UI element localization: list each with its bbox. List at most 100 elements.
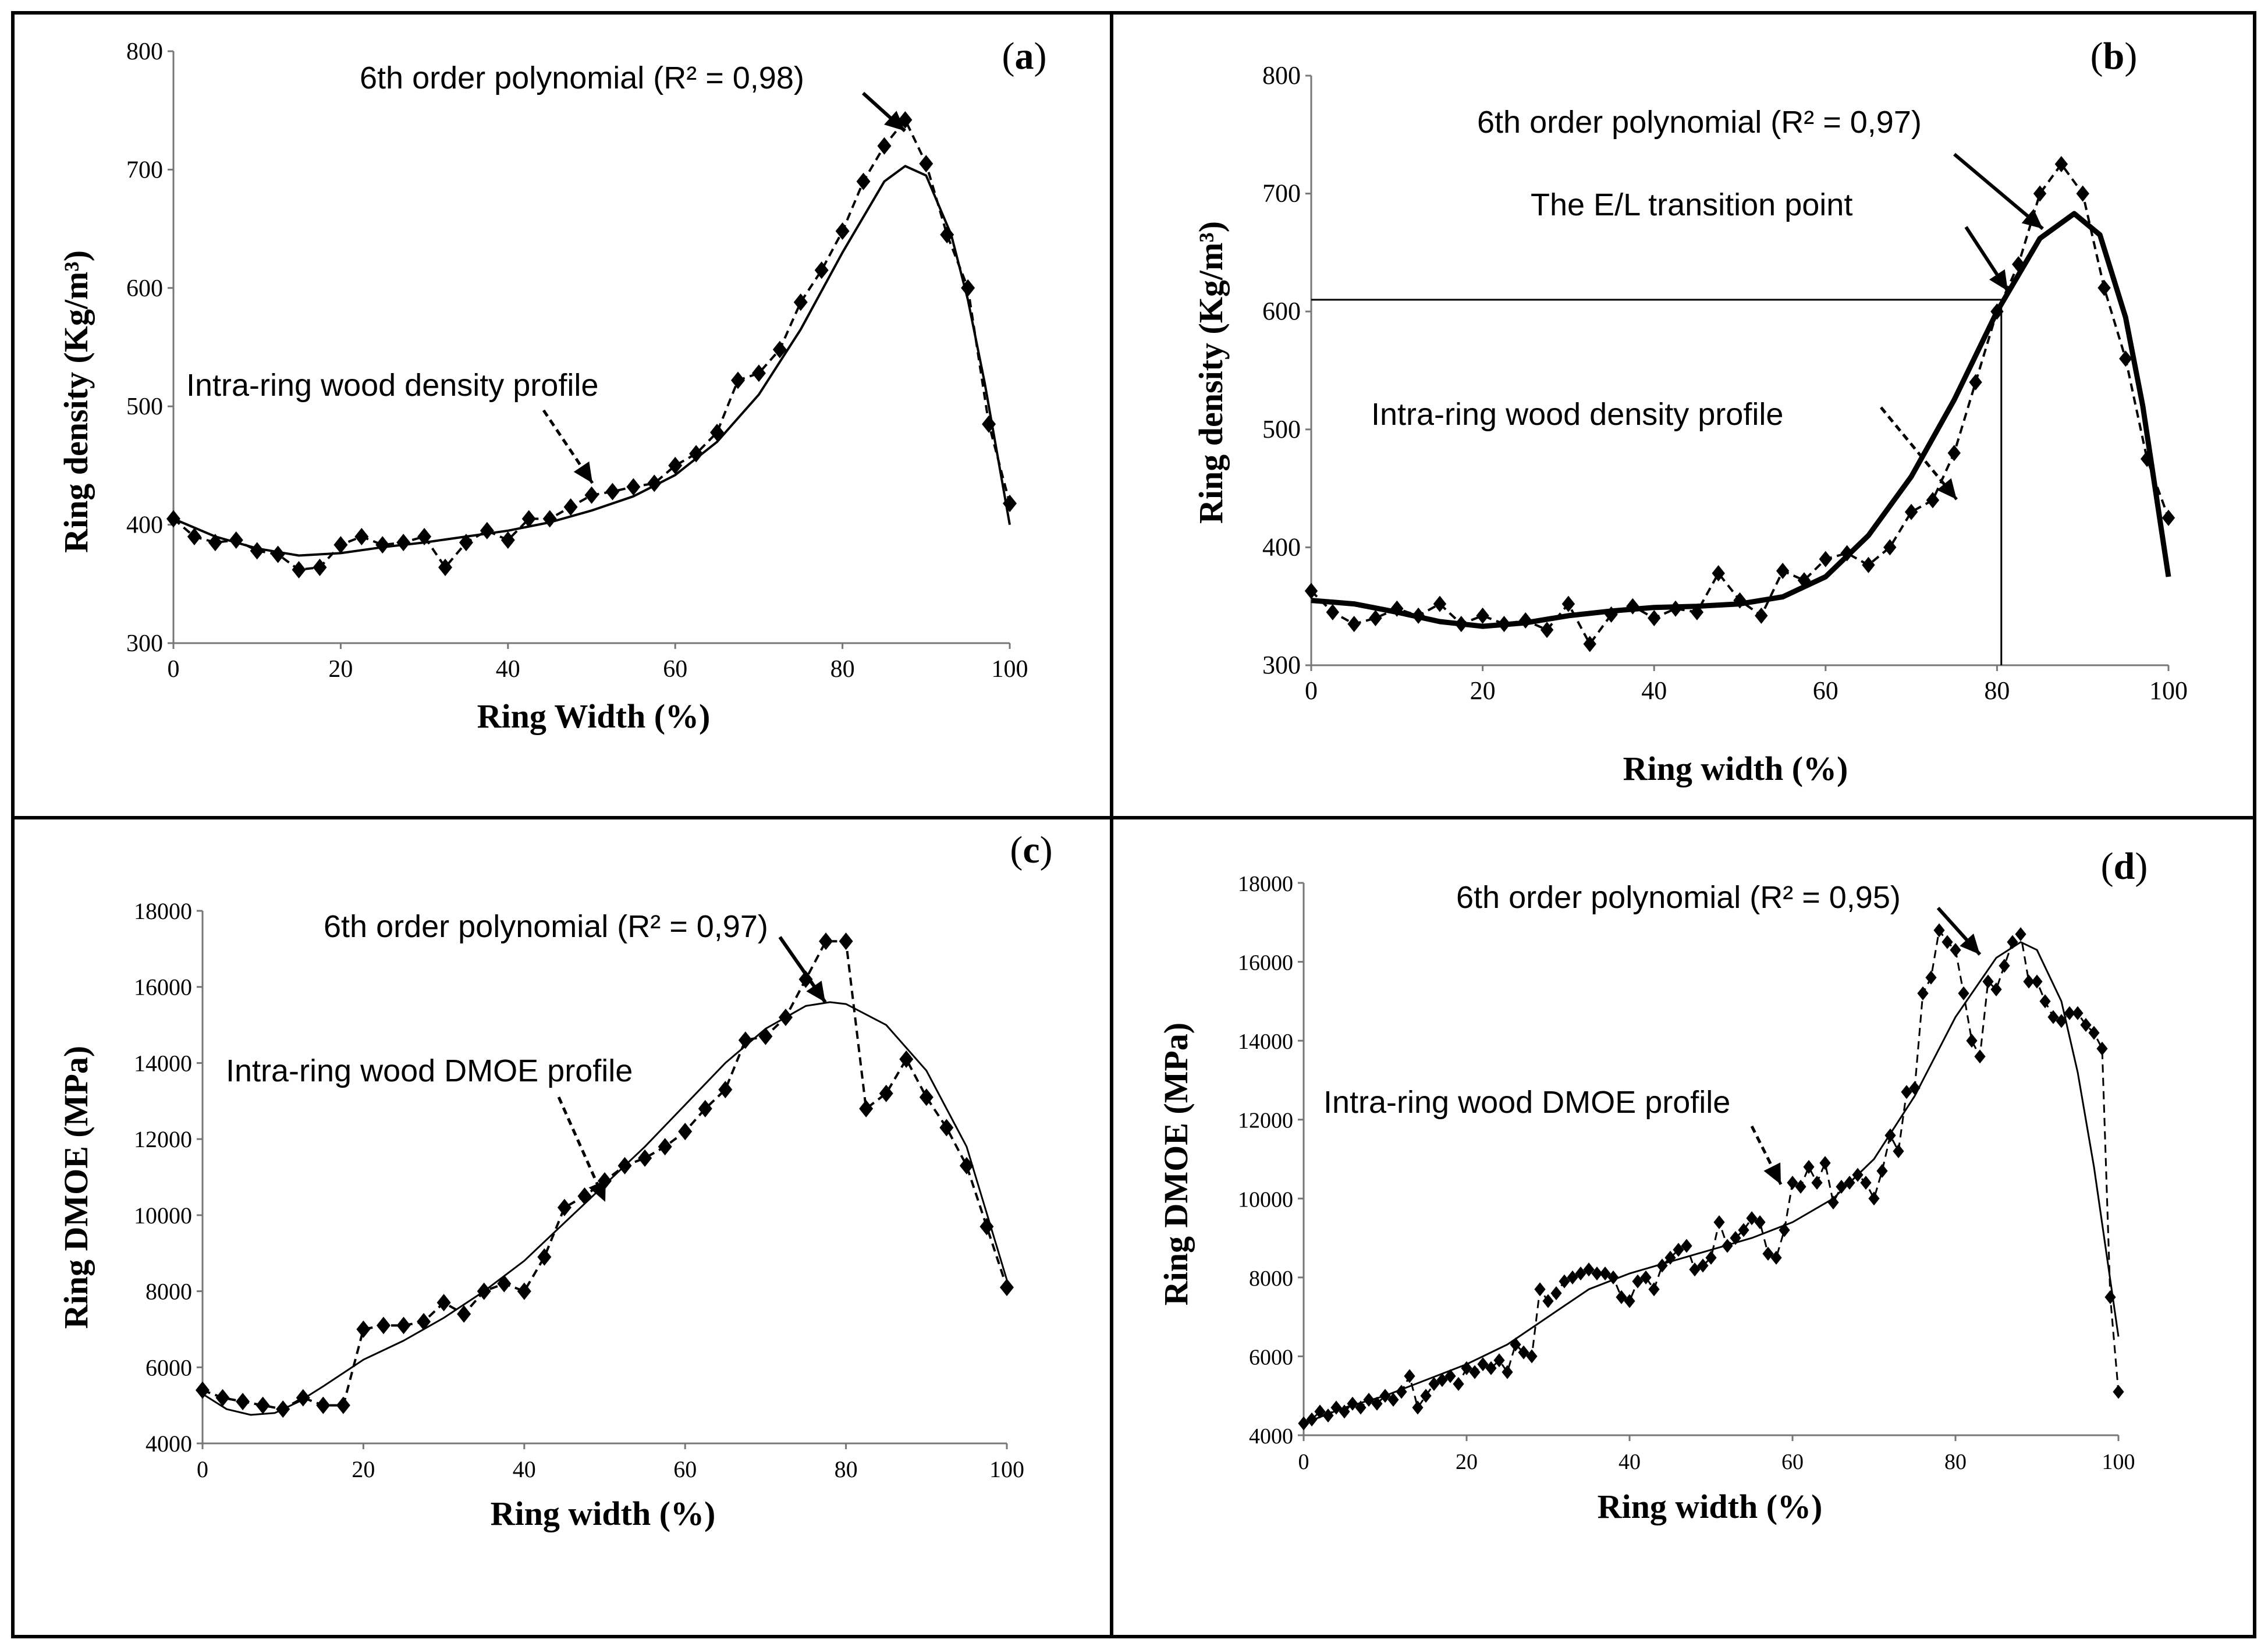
data-point-marker [1966,1034,1978,1048]
data-point-marker [1947,445,1961,462]
data-point-marker [638,1149,652,1167]
data-point-marker [376,1317,391,1335]
data-point-marker [1795,1179,1806,1194]
data-point-marker [1626,598,1639,615]
data-point-marker [1526,1349,1538,1364]
y-tick-label: 8000 [145,1279,192,1305]
data-point-marker [2088,1026,2100,1040]
x-tick-label: 100 [992,656,1028,683]
data-point-marker [1811,1176,1823,1190]
x-tick-label: 40 [1619,1450,1641,1474]
data-point-marker [939,1119,954,1137]
data-point-marker [1616,1290,1627,1304]
y-tick-label: 700 [1262,179,1301,208]
data-point-marker [1982,974,1994,989]
profile-arrow-b [1880,406,1958,501]
data-point-marker [856,172,871,190]
x-tick-label: 40 [1641,676,1667,705]
data-point-marker [899,1050,914,1068]
data-point-marker [1347,616,1361,633]
data-point-marker [919,1088,934,1106]
data-point-marker [1371,1396,1383,1411]
profile-arrow-a-head [573,461,592,483]
y-tick-label: 4000 [145,1431,192,1457]
data-point-marker [1746,1211,1758,1226]
data-point-marker [1868,1191,1880,1206]
profile-arrow-b-head [1937,478,1957,499]
panel-a-label: (a) [1002,35,1047,77]
data-point-marker [1436,1373,1448,1388]
x-tick-label: 20 [352,1456,375,1482]
panel-a-y-axis-title: Ring density (Kg/m³) [57,250,95,553]
data-point-marker [1705,1250,1717,1265]
data-point-marker [1733,592,1747,609]
panel-c-y-axis-title: Ring DMOE (MPa) [57,1046,95,1329]
data-point-marker [1648,1282,1660,1297]
data-point-marker [1477,1357,1489,1371]
panel-b-y-axis-title: Ring density (Kg/m³) [1192,221,1230,524]
data-point-marker [356,1320,371,1338]
panel-d-label: (d) [2101,845,2148,888]
x-tick-label: 60 [673,1456,697,1482]
x-tick-label: 60 [1813,676,1838,705]
data-point-marker [1000,1279,1014,1297]
data-point-marker [605,482,620,501]
data-point-marker [2033,185,2047,202]
data-point-marker [255,1396,270,1414]
data-point-marker [1901,1085,1912,1099]
data-point-marker [1770,1250,1782,1265]
data-point-marker [1787,1176,1798,1190]
data-point-marker [879,1084,893,1102]
y-tick-label: 800 [1262,61,1301,90]
data-point-marker [2023,974,2035,989]
data-point-marker [1803,1160,1815,1174]
data-point-marker [1485,1361,1497,1375]
y-tick-label: 600 [1262,297,1301,325]
panel-c-label: (c) [1010,829,1052,871]
y-tick-label: 14000 [1238,1030,1293,1054]
data-point-marker [1567,1270,1578,1284]
y-tick-label: 12000 [134,1126,192,1152]
data-point-marker [1542,1294,1554,1308]
data-point-marker [1883,539,1897,556]
data-point-marker [1827,1195,1839,1210]
data-point-marker [2039,994,2051,1009]
data-point-marker [1776,562,1790,579]
fit-arrow-a-head [884,111,905,131]
y-tick-label: 400 [126,512,163,539]
plot-b: 300 400 500 600 700 800 0 20 40 60 80 100 [1262,61,2188,705]
data-point-marker [2056,1014,2067,1028]
data-point-marker [2119,350,2132,367]
data-point-marker [375,536,390,554]
panel-d-x-axis-title: Ring width (%) [1598,1488,1823,1525]
data-point-marker [196,1381,210,1399]
data-point-marker [1404,1369,1415,1383]
data-point-marker [919,155,934,173]
data-point-marker [537,1248,552,1266]
data-point-marker [438,558,453,576]
y-tick-label: 300 [1262,651,1301,679]
data-point-marker [1819,1156,1831,1170]
data-point-marker [1640,1270,1652,1284]
x-tick-label: 100 [989,1456,1024,1482]
fit-curve-c [202,1001,1008,1416]
y-tick-label: 16000 [134,974,192,1000]
data-point-marker [1314,1404,1326,1419]
y-tick-label: 6000 [1249,1345,1293,1369]
data-point-marker [658,1138,672,1156]
data-point-marker [814,261,829,279]
panel-a-profile-label: Intra-ring wood density profile [186,368,598,403]
data-point-marker [718,1081,733,1099]
data-point-marker [313,558,327,576]
x-tick-label: 100 [2102,1450,2135,1474]
data-point-marker [1990,982,2002,997]
data-point-marker [839,932,853,950]
data-point-marker [396,534,411,552]
panel-d-fit-label: 6th order polynomial (R² = 0,95) [1456,880,1901,915]
data-point-marker [2064,1006,2075,1020]
plot-d: 4000 6000 8000 10000 12000 14000 16000 18000 0 20… [1238,872,2135,1474]
data-point-marker [1862,556,1875,573]
panel-d-profile-label: Intra-ring wood DMOE profile [1323,1085,1730,1120]
fit-curve-a [173,165,1011,557]
data-point-marker [1591,1266,1603,1281]
